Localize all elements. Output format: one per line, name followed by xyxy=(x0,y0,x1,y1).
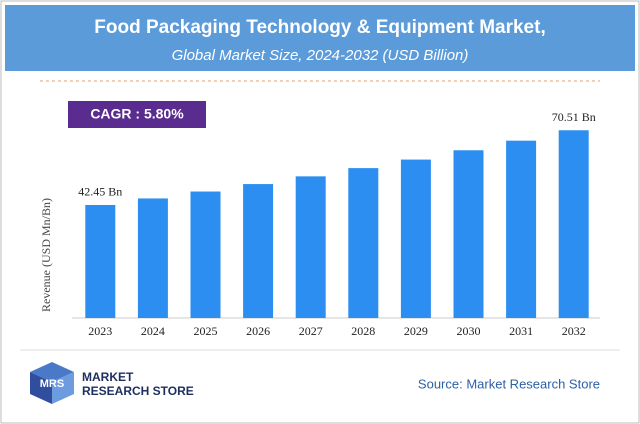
x-tick-label: 2023 xyxy=(88,324,112,338)
logo-text: RESEARCH STORE xyxy=(82,384,194,398)
x-tick-label: 2025 xyxy=(194,324,218,338)
bar xyxy=(295,176,326,318)
x-tick-label: 2031 xyxy=(509,324,533,338)
y-axis-label: Revenue (USD Mn/Bn) xyxy=(39,198,53,312)
x-tick-label: 2032 xyxy=(562,324,586,338)
x-tick-label: 2024 xyxy=(141,324,165,338)
cagr-label: CAGR : 5.80% xyxy=(90,106,184,122)
bar xyxy=(558,130,589,318)
x-tick-label: 2027 xyxy=(299,324,323,338)
bar xyxy=(137,198,168,318)
logo-icon: MRS xyxy=(30,362,74,404)
bar xyxy=(400,159,431,318)
bar xyxy=(243,184,274,318)
bar xyxy=(453,150,484,318)
x-tick-label: 2028 xyxy=(351,324,375,338)
cagr-box xyxy=(68,101,206,128)
source: Source: Market Research Store xyxy=(418,376,600,391)
header-banner xyxy=(5,5,635,71)
bar xyxy=(85,204,116,318)
bar xyxy=(190,191,221,318)
bar xyxy=(506,140,537,318)
value-label: 42.45 Bn xyxy=(78,185,122,199)
value-label: 70.51 Bn xyxy=(552,110,596,124)
chart-subtitle: Global Market Size, 2024-2032 (USD Billi… xyxy=(172,47,469,64)
x-tick-label: 2026 xyxy=(246,324,270,338)
bar xyxy=(348,168,379,318)
svg-text:MRS: MRS xyxy=(40,378,64,390)
x-tick-label: 2029 xyxy=(404,324,428,338)
chart-title: Food Packaging Technology & Equipment Ma… xyxy=(94,17,545,38)
logo-text: MARKET xyxy=(82,370,134,384)
x-tick-label: 2030 xyxy=(457,324,481,338)
